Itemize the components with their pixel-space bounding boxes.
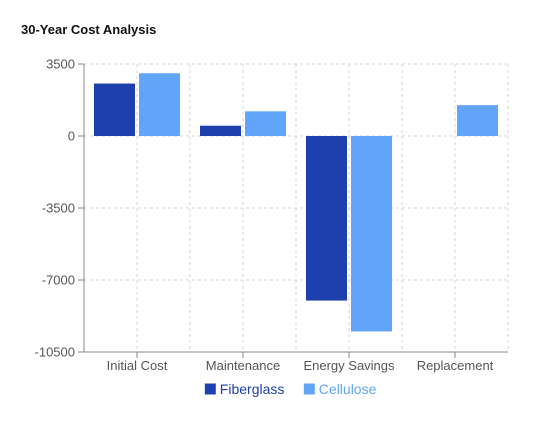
y-tick-label: -10500	[35, 345, 75, 360]
y-tick-label: 3500	[46, 57, 75, 72]
bar-cellulose-initial-cost	[139, 73, 180, 136]
bar-cellulose-maintenance	[245, 111, 286, 136]
y-tick-label: -3500	[42, 201, 75, 216]
x-tick-label: Maintenance	[206, 358, 280, 373]
axes: 3500 0 -3500 -7000 -10500 Initial Cost Mainten…	[35, 57, 508, 373]
legend-swatch-fiberglass	[204, 383, 216, 395]
legend: Fiberglass Cellulose	[204, 381, 377, 397]
legend-label-fiberglass: Fiberglass	[220, 381, 285, 397]
bars	[94, 73, 498, 332]
bar-cellulose-energy-savings	[351, 136, 392, 332]
chart-title: 30-Year Cost Analysis	[21, 22, 157, 37]
bar-fiberglass-initial-cost	[94, 83, 135, 136]
legend-label-cellulose: Cellulose	[319, 381, 377, 397]
y-tick-label: 0	[68, 129, 75, 144]
bar-fiberglass-maintenance	[200, 125, 241, 136]
bar-cellulose-replacement	[457, 105, 498, 136]
bar-fiberglass-energy-savings	[306, 136, 347, 301]
x-tick-label: Initial Cost	[107, 358, 168, 373]
y-tick-label: -7000	[42, 273, 75, 288]
x-tick-label: Energy Savings	[303, 358, 395, 373]
x-tick-label: Replacement	[417, 358, 494, 373]
legend-swatch-cellulose	[303, 383, 315, 395]
